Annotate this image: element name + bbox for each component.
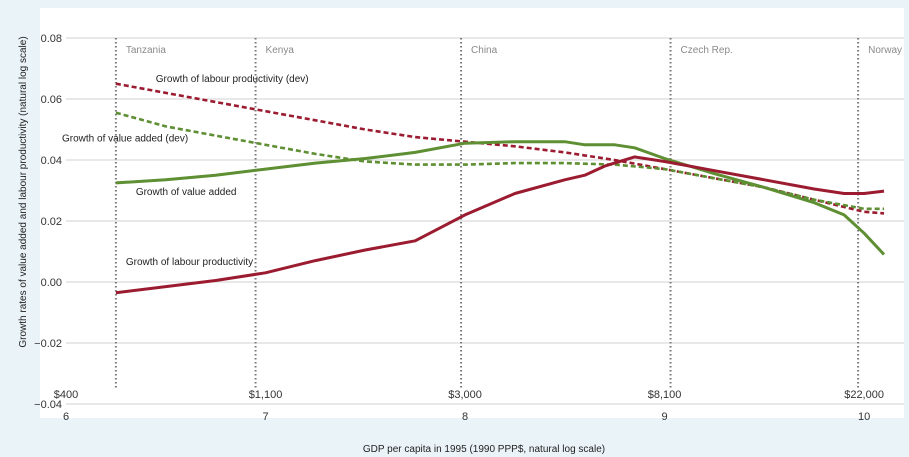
dollar-label: $400	[54, 389, 78, 401]
series-layer	[115, 82, 886, 295]
series-annotation: Growth of labour productivity	[126, 257, 253, 268]
x-axis-title: GDP per capita in 1995 (1990 PPP$, natur…	[363, 444, 605, 455]
y-tick-label: −0.02	[34, 338, 62, 350]
dollar-label: $3,000	[448, 389, 482, 401]
series-annotation: Growth of value added (dev)	[62, 134, 188, 145]
x-tick-label: 7	[262, 411, 268, 423]
series-annotation: Growth of value added	[136, 187, 237, 198]
series-line-3	[115, 140, 886, 256]
x-tick-label: 8	[462, 411, 468, 423]
y-tick-label: 0.06	[41, 94, 62, 106]
series-annotation: Growth of labour productivity (dev)	[156, 74, 309, 85]
country-label: China	[471, 45, 498, 56]
dollar-label: $22,000	[844, 389, 884, 401]
y-tick-label: 0.04	[41, 155, 62, 167]
country-label: Norway	[868, 45, 902, 56]
y-tick-label: 0.00	[41, 277, 62, 289]
dollar-label: $8,100	[648, 389, 682, 401]
label-layer: −0.04 −0.02 0.00 0.02 0.04 0.06 0.08 6 7 8 9 10 $400…	[34, 33, 902, 423]
country-label: Czech Rep.	[681, 45, 733, 56]
y-tick-label: 0.02	[41, 216, 62, 228]
country-label: Kenya	[266, 45, 295, 56]
x-tick-label: 6	[63, 411, 69, 423]
x-tick-label: 9	[662, 411, 668, 423]
y-tick-label: −0.04	[34, 399, 62, 411]
country-label: Tanzania	[126, 45, 166, 56]
x-tick-label: 10	[858, 411, 870, 423]
dollar-label: $1,100	[249, 389, 283, 401]
y-tick-label: 0.08	[41, 33, 62, 45]
series-line-4	[115, 155, 885, 295]
y-axis-title: Growth rates of value added and labour p…	[18, 36, 29, 347]
